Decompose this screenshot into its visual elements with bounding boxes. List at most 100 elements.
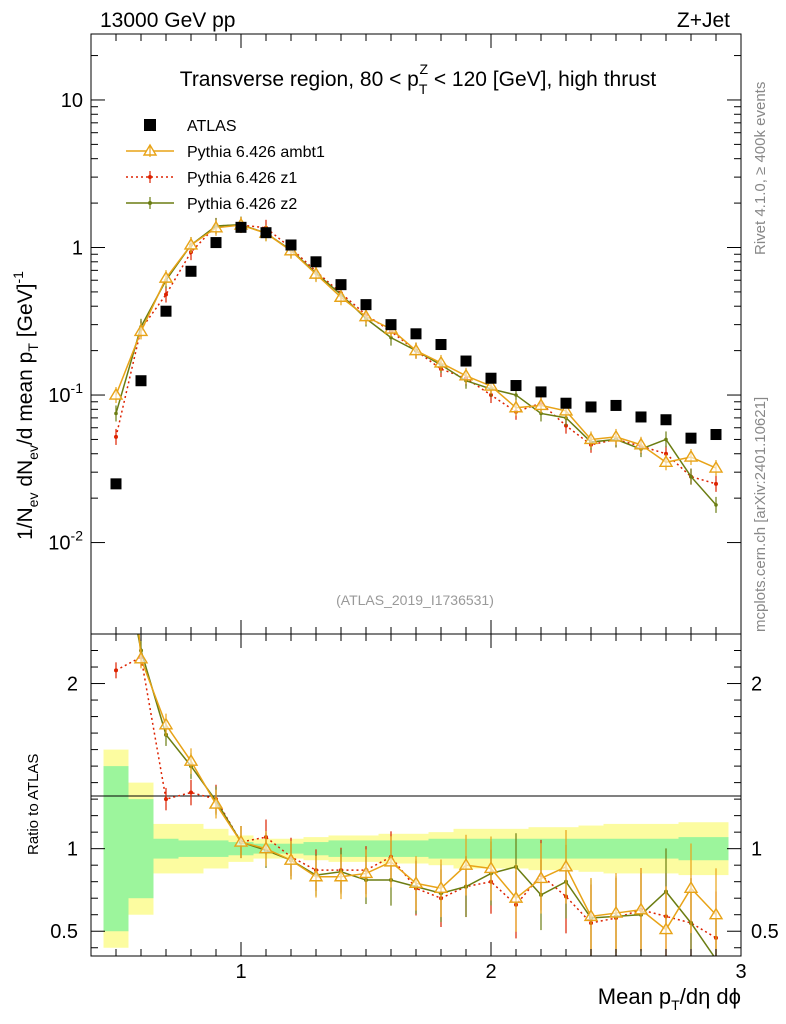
ambt1-ratio-point bbox=[408, 875, 424, 889]
ambt1-point bbox=[658, 454, 674, 467]
ambt1-ratio-point bbox=[508, 890, 524, 903]
legend-label: Pythia 6.426 z1 bbox=[187, 170, 297, 187]
z2-point bbox=[664, 437, 668, 442]
header-process-label: Z+Jet bbox=[677, 9, 730, 32]
legend-marker-atlas bbox=[144, 119, 156, 131]
atlas-data-point bbox=[710, 429, 722, 441]
x-tick-label: 2 bbox=[485, 961, 496, 983]
ambt1-ratio-point bbox=[110, 347, 122, 357]
analysis-label: (ATLAS_2019_I1736531) bbox=[336, 592, 494, 608]
ambt1-ratio-point bbox=[483, 861, 499, 874]
main-y-tick-label: 1 bbox=[72, 238, 83, 260]
ambt1-point bbox=[483, 378, 499, 391]
ratio-band-inner bbox=[578, 838, 604, 859]
atlas-data-point bbox=[460, 355, 472, 367]
ratio-band-inner bbox=[703, 837, 729, 861]
atlas-data-point bbox=[560, 397, 572, 409]
ratio-axis-ticks: 0.5 0.5 1 1 2 2 1 2 3 bbox=[50, 634, 779, 983]
atlas-data-point bbox=[310, 256, 322, 268]
ratio-plot-frame bbox=[90, 633, 742, 957]
ratio-band-inner bbox=[628, 838, 654, 859]
ratio-band-inner bbox=[303, 842, 329, 856]
x-axis-label: Mean pT/dη dϕ bbox=[598, 984, 741, 1013]
main-y-tick-label: 10 bbox=[61, 90, 83, 112]
legend: ATLAS Pythia 6.426 ambt1 Pythia 6.426 z1 Py… bbox=[126, 118, 325, 213]
atlas-data-point bbox=[285, 239, 297, 251]
ambt1-ratio-point bbox=[708, 907, 724, 920]
ambt1-point bbox=[458, 368, 474, 381]
ambt1-ratio-point bbox=[133, 651, 149, 664]
ambt1-point bbox=[208, 220, 224, 233]
ambt1-ratio-point bbox=[608, 905, 624, 918]
ambt1-ratio-point bbox=[433, 880, 449, 893]
ratio-band-inner bbox=[178, 840, 204, 857]
ambt1-ratio-point bbox=[458, 857, 474, 870]
z2-point bbox=[389, 335, 393, 340]
atlas-data-point bbox=[235, 221, 247, 233]
x-tick-label: 3 bbox=[735, 961, 746, 983]
ambt1-ratio-point bbox=[533, 871, 549, 884]
atlas-data-point bbox=[685, 432, 697, 444]
ambt1-point bbox=[633, 437, 649, 450]
main-series-group bbox=[108, 216, 724, 513]
ambt1-point bbox=[158, 270, 174, 283]
ambt1-point bbox=[708, 460, 724, 473]
header-energy-label: 13000 GeV pp bbox=[100, 9, 235, 32]
z2-line bbox=[115, 223, 717, 506]
ratio-band-inner bbox=[428, 838, 454, 859]
ambt1-ratio-point bbox=[233, 834, 249, 847]
z2-point bbox=[714, 503, 718, 507]
legend-label: Pythia 6.426 z2 bbox=[187, 196, 297, 213]
atlas-data-point bbox=[335, 279, 347, 291]
x-tick-label: 1 bbox=[235, 961, 246, 983]
ambt1-point bbox=[683, 449, 699, 462]
main-y-tick-label: 10-2 bbox=[48, 528, 83, 555]
ambt1-point bbox=[533, 398, 549, 411]
ambt1-ratio-point bbox=[333, 869, 349, 882]
atlas-data-point bbox=[185, 265, 197, 277]
atlas-data-point bbox=[610, 399, 622, 411]
z2-point bbox=[514, 393, 518, 397]
atlas-data-point bbox=[635, 411, 647, 423]
atlas-data-point bbox=[135, 375, 147, 387]
atlas-data-point bbox=[260, 227, 272, 239]
z1-point bbox=[114, 434, 118, 439]
ambt1-ratio-point bbox=[583, 909, 599, 922]
ambt1-ratio-point bbox=[558, 859, 574, 872]
ambt1-point bbox=[358, 309, 374, 322]
ratio-y-tick-label-right: 0.5 bbox=[751, 921, 779, 943]
z2-point bbox=[539, 411, 543, 416]
ambt1-ratio-point bbox=[683, 880, 699, 893]
z1-ratio-point bbox=[114, 668, 118, 673]
ambt1-point bbox=[583, 432, 599, 445]
ambt1-ratio-point bbox=[183, 753, 199, 766]
z2-ratio-point bbox=[114, 516, 118, 520]
z2-ratio-point bbox=[714, 957, 718, 961]
ambt1-point bbox=[133, 324, 149, 337]
atlas-data-point bbox=[660, 414, 672, 426]
main-y-axis-label: 1/Nev dNev/d mean pT [GeV]-1 bbox=[10, 271, 41, 540]
ratio-uncertainty-bands bbox=[103, 749, 729, 948]
ratio-plot: 0.5 0.5 1 1 2 2 1 2 3 Ratio to ATLAS Mean pT/dη … bbox=[25, 347, 779, 1013]
atlas-data-point bbox=[435, 339, 447, 351]
ambt1-point bbox=[508, 400, 524, 413]
ratio-band-inner bbox=[128, 799, 154, 899]
z2-point bbox=[689, 474, 693, 479]
atlas-data-point bbox=[160, 305, 172, 317]
z1-ratio-point bbox=[164, 797, 168, 802]
main-plot-title: Transverse region, 80 < pTZ < 120 [GeV],… bbox=[180, 61, 657, 97]
ratio-y-tick-label-right: 1 bbox=[751, 839, 762, 861]
mcplots-label: mcplots.cern.ch [arXiv:2401.10621] bbox=[752, 397, 769, 632]
ambt1-ratio-point bbox=[158, 717, 174, 730]
ratio-band-inner bbox=[603, 838, 629, 859]
z1-point bbox=[664, 451, 668, 456]
z1-ratio-point bbox=[189, 790, 193, 795]
atlas-data-point bbox=[485, 372, 497, 384]
ambt1-ratio-point bbox=[633, 902, 649, 915]
ratio-y-tick-label: 0.5 bbox=[50, 921, 78, 943]
ambt1-ratio-point bbox=[383, 854, 399, 867]
rivet-version-label: Rivet 4.1.0, ≥ 400k events bbox=[752, 82, 769, 255]
ambt1-point bbox=[558, 403, 574, 416]
ratio-band-inner bbox=[153, 838, 179, 859]
